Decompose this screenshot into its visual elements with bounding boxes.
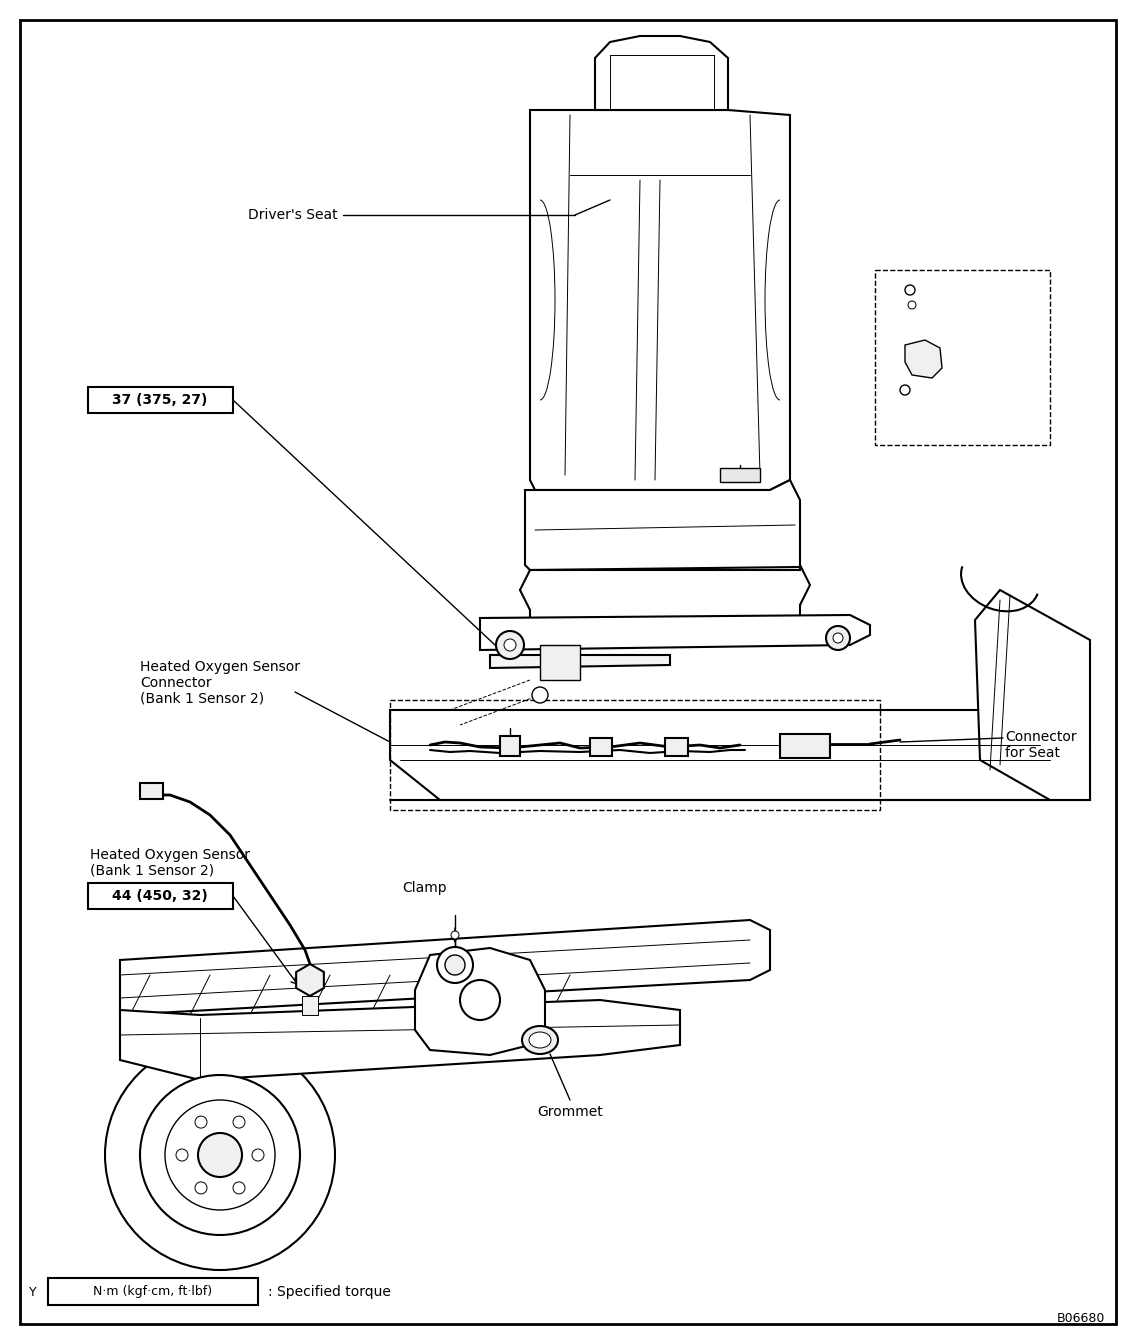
Polygon shape [720, 468, 760, 482]
Circle shape [105, 1040, 335, 1270]
Circle shape [198, 1133, 242, 1177]
Text: Y: Y [30, 1285, 36, 1298]
Circle shape [252, 1149, 264, 1161]
Bar [390, 700, 880, 810]
Text: (Bank 1 Sensor 2): (Bank 1 Sensor 2) [140, 692, 265, 706]
Text: for Seat: for Seat [1005, 746, 1060, 759]
Text: : Specified torque: : Specified torque [268, 1285, 391, 1300]
Circle shape [900, 384, 910, 395]
Polygon shape [905, 340, 942, 378]
Polygon shape [595, 36, 728, 110]
Polygon shape [302, 996, 318, 1015]
Text: N·m (kgf·cm, ft·lbf): N·m (kgf·cm, ft·lbf) [93, 1285, 212, 1298]
Circle shape [140, 1075, 300, 1235]
Circle shape [532, 687, 548, 703]
Text: Heated Oxygen Sensor: Heated Oxygen Sensor [90, 848, 250, 862]
Polygon shape [665, 738, 688, 755]
Polygon shape [540, 645, 580, 680]
Circle shape [233, 1116, 245, 1128]
Polygon shape [490, 655, 670, 668]
Polygon shape [481, 616, 870, 650]
Circle shape [908, 301, 916, 309]
Polygon shape [525, 480, 800, 570]
Circle shape [460, 980, 500, 1020]
Circle shape [233, 1181, 245, 1193]
Polygon shape [140, 784, 162, 798]
Polygon shape [390, 710, 1091, 800]
Text: Grommet: Grommet [537, 1105, 603, 1120]
Circle shape [451, 931, 459, 939]
Polygon shape [500, 737, 520, 755]
Circle shape [195, 1181, 207, 1193]
Polygon shape [780, 734, 830, 758]
Polygon shape [975, 590, 1091, 800]
Polygon shape [590, 738, 612, 755]
Text: Driver's Seat: Driver's Seat [248, 208, 337, 222]
Circle shape [437, 948, 473, 982]
Text: 44 (450, 32): 44 (450, 32) [112, 888, 208, 903]
Text: (Bank 1 Sensor 2): (Bank 1 Sensor 2) [90, 864, 214, 878]
Text: Heated Oxygen Sensor: Heated Oxygen Sensor [140, 660, 300, 673]
Text: 37 (375, 27): 37 (375, 27) [112, 392, 208, 407]
Ellipse shape [529, 1032, 551, 1048]
Bar [87, 387, 233, 413]
Text: Connector: Connector [140, 676, 211, 689]
Bar [875, 270, 1050, 445]
Circle shape [165, 1099, 275, 1210]
Circle shape [826, 626, 850, 650]
Polygon shape [120, 921, 770, 1015]
Circle shape [833, 633, 843, 642]
Text: Clamp: Clamp [402, 882, 448, 895]
Bar [87, 883, 233, 909]
Circle shape [195, 1116, 207, 1128]
Polygon shape [415, 948, 545, 1055]
Text: Connector: Connector [1005, 730, 1077, 745]
Bar [48, 1278, 258, 1305]
Circle shape [445, 956, 465, 974]
Polygon shape [120, 1000, 680, 1081]
Polygon shape [531, 110, 790, 491]
Circle shape [905, 285, 914, 294]
Circle shape [176, 1149, 187, 1161]
Circle shape [496, 630, 524, 659]
Text: B06680: B06680 [1056, 1312, 1105, 1324]
Circle shape [504, 638, 516, 650]
Ellipse shape [523, 1025, 558, 1054]
